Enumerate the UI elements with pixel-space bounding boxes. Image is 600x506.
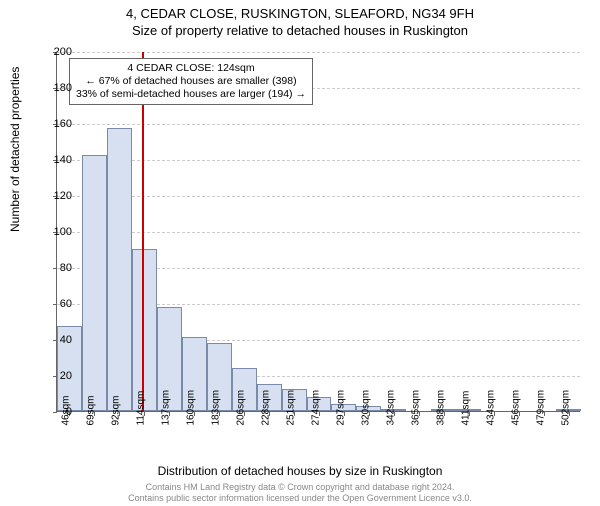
histogram-bar: [82, 155, 107, 411]
y-tick-label: 100: [42, 226, 72, 238]
grid-line: [57, 160, 580, 161]
grid-line: [57, 52, 580, 53]
annotation-line2: ← 67% of detached houses are smaller (39…: [76, 75, 306, 88]
y-tick-label: 200: [42, 46, 72, 58]
y-tick-label: 40: [42, 334, 72, 346]
reference-line: [142, 52, 144, 411]
chart-subtitle: Size of property relative to detached ho…: [0, 23, 600, 38]
footer-attribution: Contains HM Land Registry data © Crown c…: [0, 482, 600, 504]
y-tick-label: 180: [42, 82, 72, 94]
y-tick-label: 120: [42, 190, 72, 202]
x-axis-label: Distribution of detached houses by size …: [0, 464, 600, 478]
histogram-bar: [132, 249, 157, 411]
chart-area: 4 CEDAR CLOSE: 124sqm← 67% of detached h…: [56, 52, 580, 412]
grid-line: [57, 232, 580, 233]
y-tick-label: 160: [42, 118, 72, 130]
annotation-line1: 4 CEDAR CLOSE: 124sqm: [76, 62, 306, 75]
y-tick-label: 20: [42, 370, 72, 382]
footer-line2: Contains public sector information licen…: [0, 493, 600, 504]
histogram-plot: 4 CEDAR CLOSE: 124sqm← 67% of detached h…: [56, 52, 580, 412]
annotation-line3: 33% of semi-detached houses are larger (…: [76, 88, 306, 101]
footer-line1: Contains HM Land Registry data © Crown c…: [0, 482, 600, 493]
grid-line: [57, 196, 580, 197]
y-tick-label: 140: [42, 154, 72, 166]
y-tick-label: 80: [42, 262, 72, 274]
chart-title: 4, CEDAR CLOSE, RUSKINGTON, SLEAFORD, NG…: [0, 6, 600, 21]
annotation-box: 4 CEDAR CLOSE: 124sqm← 67% of detached h…: [69, 58, 313, 105]
grid-line: [57, 124, 580, 125]
histogram-bar: [107, 128, 132, 411]
y-tick-label: 60: [42, 298, 72, 310]
y-axis-label: Number of detached properties: [8, 67, 22, 232]
